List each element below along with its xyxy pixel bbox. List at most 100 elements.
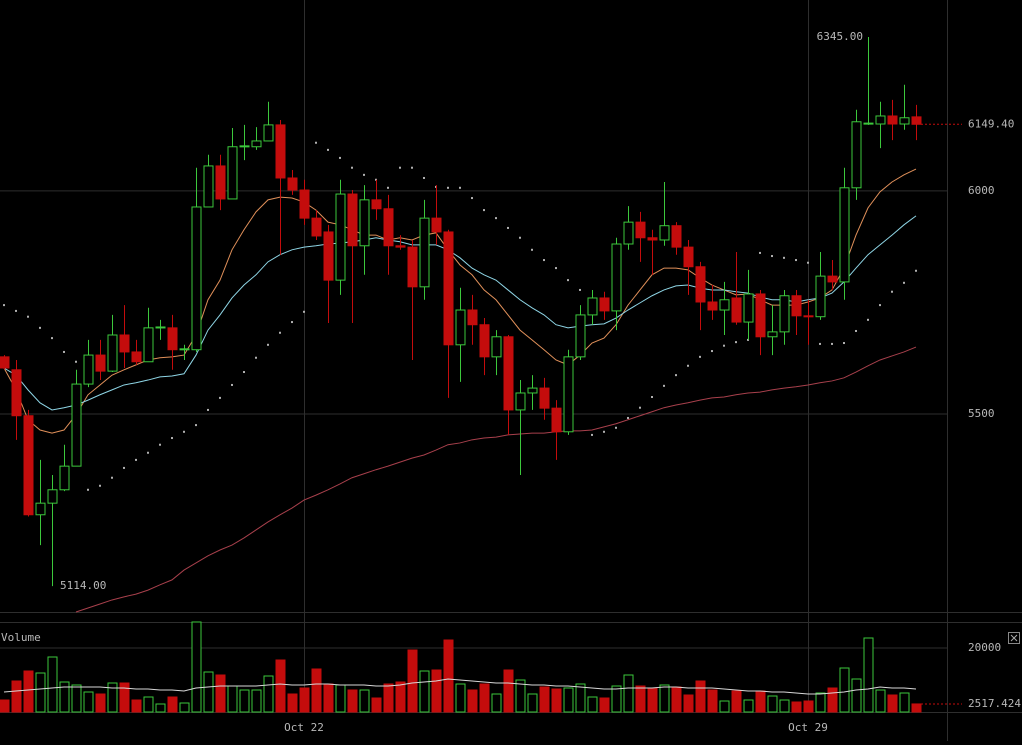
volume-bar — [131, 699, 142, 713]
volume-bar — [35, 672, 46, 713]
sar-dot — [387, 186, 389, 189]
volume-bar — [479, 683, 490, 713]
candle-body — [431, 217, 442, 233]
low-label: 5114.00 — [60, 579, 106, 592]
volume-bar — [911, 703, 922, 713]
candle-body — [359, 199, 370, 247]
candle-body — [611, 243, 622, 312]
candle-body — [563, 356, 574, 433]
sar-dot — [99, 484, 101, 487]
candle-body — [623, 221, 634, 245]
sar-dot — [867, 318, 869, 321]
volume-bar — [707, 689, 718, 713]
candle-body — [443, 231, 454, 346]
sar-dot — [147, 451, 149, 454]
candle-body — [695, 266, 706, 303]
candle-body — [911, 116, 922, 125]
sar-dot — [279, 331, 281, 334]
volume-bar — [887, 694, 898, 713]
sar-dot — [207, 408, 209, 411]
candle-body — [203, 165, 214, 208]
sar-dot — [879, 304, 881, 307]
sar-dot — [567, 279, 569, 282]
sar-dot — [651, 395, 653, 398]
sar-dot — [411, 166, 413, 169]
sar-dot — [447, 186, 449, 189]
sar-dot — [819, 342, 821, 345]
last-price-label: 6149.40 — [968, 117, 1014, 130]
candle-body — [239, 145, 250, 148]
candle-body — [371, 199, 382, 210]
candle-body — [479, 324, 490, 358]
volume-bar — [731, 690, 742, 713]
candle-body — [335, 193, 346, 281]
candle-body — [779, 295, 790, 333]
volume-bar — [683, 694, 694, 713]
volume-bar — [635, 685, 646, 713]
sar-dot — [63, 350, 65, 353]
x-tick-label: Oct 22 — [284, 721, 324, 734]
candle-body — [491, 336, 502, 358]
sar-dot — [591, 433, 593, 436]
volume-bar — [95, 693, 106, 713]
sar-dot — [423, 176, 425, 179]
sar-dot — [687, 364, 689, 367]
volume-bar — [239, 689, 250, 713]
candle-body — [827, 275, 838, 283]
volume-bar — [347, 689, 358, 713]
sar-dot — [27, 315, 29, 318]
sar-dot — [759, 251, 761, 254]
sar-dot — [15, 309, 17, 312]
candle-body — [263, 124, 274, 142]
volume-bar — [11, 680, 22, 713]
volume-bar — [899, 692, 910, 713]
candle-body — [347, 193, 358, 247]
sar-dot — [255, 356, 257, 359]
volume-bar — [671, 686, 682, 713]
volume-bar — [107, 682, 118, 713]
candle-body — [383, 208, 394, 247]
sar-dot — [171, 437, 173, 440]
sar-dot — [603, 430, 605, 433]
volume-bar — [311, 668, 322, 713]
volume-bar — [443, 639, 454, 713]
volume-bar — [827, 687, 838, 713]
sar-dot — [615, 426, 617, 429]
sar-dot — [111, 476, 113, 479]
candle-body — [407, 246, 418, 288]
sar-dot — [123, 466, 125, 469]
volume-bar — [359, 689, 370, 713]
volume-bar — [527, 693, 538, 713]
candle-body — [275, 124, 286, 179]
sar-dot — [195, 424, 197, 427]
candle-body — [815, 275, 826, 318]
sar-dot — [135, 458, 137, 461]
sar-dot — [327, 148, 329, 151]
candle-body — [575, 314, 586, 358]
candle-body — [143, 327, 154, 363]
volume-bar — [491, 693, 502, 713]
sar-dot — [531, 248, 533, 251]
y-tick-label: 20000 — [968, 641, 1001, 654]
volume-bar — [767, 695, 778, 713]
candle-body — [131, 351, 142, 363]
sar-dot — [735, 341, 737, 344]
candle-body — [707, 301, 718, 311]
candle-body — [323, 231, 334, 281]
volume-bar — [215, 674, 226, 713]
candle-body — [107, 334, 118, 372]
sar-dot — [495, 217, 497, 220]
volume-bar — [371, 697, 382, 713]
volume-bar — [419, 670, 430, 713]
candle-body — [683, 246, 694, 268]
candle-body — [95, 354, 106, 372]
volume-bar — [0, 699, 10, 713]
close-icon[interactable] — [1010, 634, 1018, 642]
candle-body — [863, 122, 874, 125]
candle-body — [455, 309, 466, 346]
candle-body — [155, 326, 166, 329]
close-button[interactable] — [1008, 632, 1020, 644]
sar-dot — [351, 166, 353, 169]
sar-dot — [663, 384, 665, 387]
